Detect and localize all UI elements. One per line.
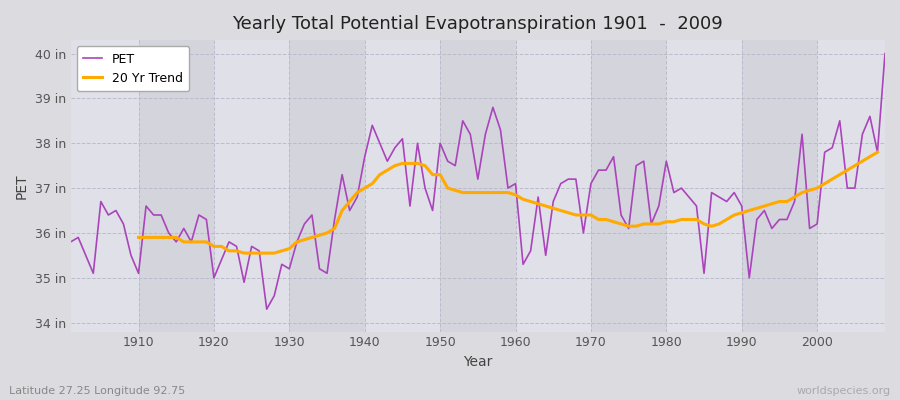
PET (345, 208, 356, 213)
X-axis label: Year: Year (464, 355, 492, 369)
20 Yr Trend (872, 150, 883, 155)
Legend: PET, 20 Yr Trend: PET, 20 Yr Trend (76, 46, 189, 91)
Bar (364, 40, 440, 332)
PET (879, 51, 890, 56)
20 Yr Trend (721, 217, 732, 222)
Bar (214, 40, 289, 332)
PET (261, 307, 272, 312)
PET (608, 154, 619, 159)
20 Yr Trend (510, 192, 521, 197)
Text: worldspecies.org: worldspecies.org (796, 386, 891, 396)
Y-axis label: PET: PET (15, 173, 29, 199)
Bar (289, 40, 365, 332)
Bar (666, 40, 742, 332)
PET (299, 222, 310, 226)
20 Yr Trend (133, 235, 144, 240)
Bar (139, 40, 214, 332)
PET (66, 240, 77, 244)
20 Yr Trend (367, 181, 378, 186)
PET (510, 181, 521, 186)
Line: 20 Yr Trend: 20 Yr Trend (139, 152, 878, 253)
Line: PET: PET (71, 54, 885, 309)
Title: Yearly Total Potential Evapotranspiration 1901  -  2009: Yearly Total Potential Evapotranspiratio… (232, 15, 724, 33)
Bar (742, 40, 817, 332)
PET (126, 253, 137, 258)
Bar (440, 40, 516, 332)
20 Yr Trend (238, 251, 249, 256)
Bar (817, 40, 885, 332)
20 Yr Trend (533, 201, 544, 206)
20 Yr Trend (337, 208, 347, 213)
Bar (516, 40, 591, 332)
20 Yr Trend (314, 233, 325, 238)
Text: Latitude 27.25 Longitude 92.75: Latitude 27.25 Longitude 92.75 (9, 386, 185, 396)
Bar (71, 40, 139, 332)
Bar (591, 40, 666, 332)
PET (518, 262, 528, 267)
